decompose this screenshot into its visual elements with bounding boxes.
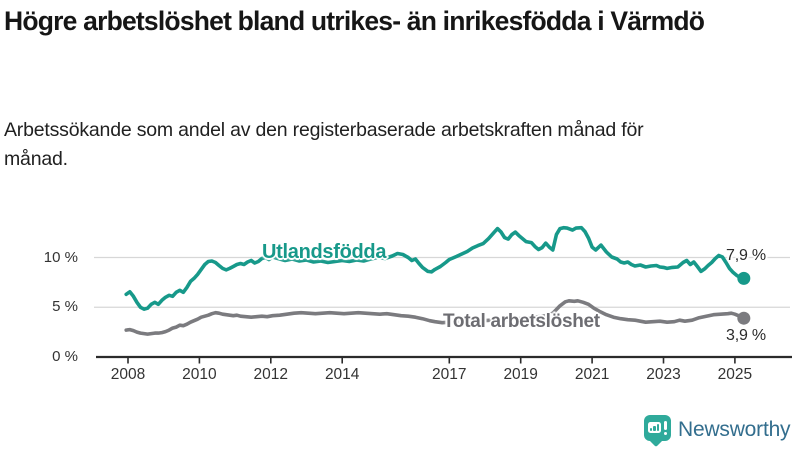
brand-name: Newsworthy [678, 418, 791, 441]
x-tick-label: 2025 [717, 366, 753, 383]
newsworthy-logo: Newsworthy [644, 415, 791, 447]
end-value-label-total: 3,9 % [726, 327, 766, 344]
x-tick-label: 2021 [574, 366, 610, 383]
end-dot-series-0 [737, 271, 751, 285]
end-dot-series-1 [737, 311, 751, 325]
x-tick-label: 2014 [324, 366, 360, 383]
y-tick-label: 0 % [52, 348, 78, 365]
x-tick-label: 2019 [503, 366, 538, 383]
end-value-label-utlandsfodda: 7,9 % [726, 247, 766, 264]
logo-bar-chart-glyph [648, 422, 661, 433]
chart-subtitle: Arbetssökande som andel av den registerb… [4, 119, 644, 170]
x-tick-label: 2023 [646, 366, 681, 383]
page-title: Högre arbetslöshet bland utrikes- än inr… [4, 6, 705, 36]
line-series-1 [124, 299, 746, 336]
newsworthy-logo-icon [644, 415, 671, 441]
series-label-total-arbetsloshet: Total arbetslöshet [443, 311, 600, 332]
y-tick-label: 10 % [43, 248, 78, 266]
logo-exclamation-bar [663, 421, 667, 430]
series-label-utlandsfodda: Utlandsfödda [262, 241, 387, 263]
line-series-0 [124, 225, 746, 311]
logo-exclamation-dot [663, 431, 667, 435]
x-tick-label: 2017 [432, 366, 467, 383]
x-tick-label: 2008 [110, 366, 146, 383]
x-tick-label: 2012 [253, 366, 289, 383]
x-tick-label: 2010 [182, 366, 217, 383]
y-tick-label: 5 % [52, 298, 78, 316]
